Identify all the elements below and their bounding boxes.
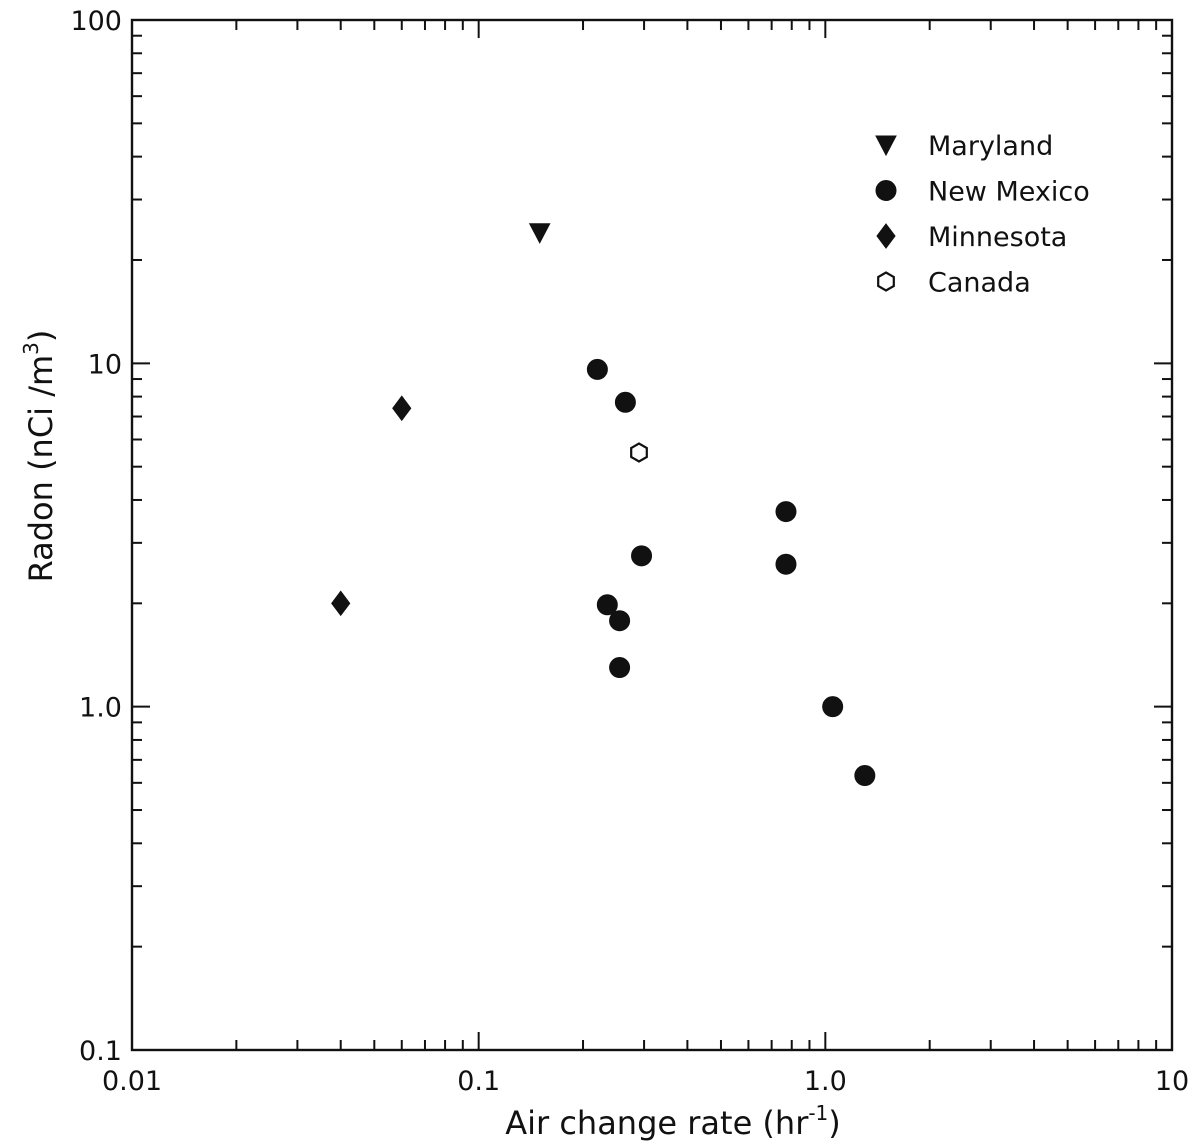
x-axis-label: Air change rate (hr-1) [505, 1101, 841, 1142]
y-tick-label: 100 [70, 6, 122, 37]
point-new-mexico [609, 657, 631, 679]
y-tick-label: 1.0 [79, 693, 122, 724]
data-points [331, 223, 876, 787]
legend: Maryland New Mexico Minnesota Canada [875, 131, 1090, 299]
y-tick-label: 0.1 [79, 1036, 122, 1067]
point-new-mexico [614, 391, 636, 413]
point-new-mexico [854, 765, 876, 787]
legend-marker-new-mexico [875, 180, 897, 201]
point-canada [630, 442, 648, 463]
point-minnesota [392, 395, 412, 422]
legend-label-minnesota: Minnesota [928, 222, 1067, 253]
x-tick-label: 10 [1155, 1066, 1189, 1097]
point-new-mexico [631, 545, 653, 567]
legend-label-canada: Canada [928, 268, 1031, 299]
legend-marker-minnesota [876, 223, 896, 249]
legend-label-maryland: Maryland [928, 131, 1053, 162]
point-minnesota [331, 590, 351, 617]
legend-marker-canada [877, 271, 895, 292]
x-tick-label: 1.0 [804, 1066, 847, 1097]
x-tick-label: 0.01 [102, 1066, 162, 1097]
point-new-mexico [596, 594, 618, 616]
point-new-mexico [586, 358, 608, 380]
x-tick-label: 0.1 [457, 1066, 500, 1097]
point-new-mexico [609, 610, 631, 632]
legend-label-new-mexico: New Mexico [928, 177, 1090, 208]
plot-frame [130, 18, 1174, 1052]
axis-ticks [131, 20, 1172, 1051]
y-tick-label: 10 [88, 349, 122, 380]
y-axis-label: Radon (nCi /m3) [19, 330, 60, 583]
point-new-mexico [822, 696, 844, 718]
point-new-mexico [775, 501, 797, 523]
legend-marker-maryland [875, 135, 897, 157]
point-new-mexico [775, 553, 797, 575]
point-maryland [528, 223, 551, 244]
